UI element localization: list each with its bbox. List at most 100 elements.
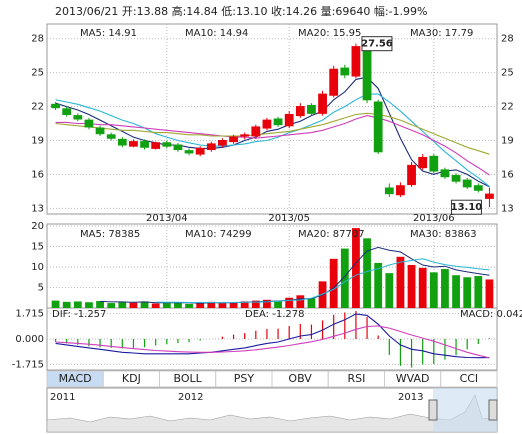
candle-body bbox=[51, 103, 60, 109]
min-label: 13.10 bbox=[451, 202, 483, 213]
ma-legend: MA10: 14.94 bbox=[185, 28, 248, 39]
volume-bar bbox=[174, 302, 182, 308]
candle-body bbox=[162, 142, 172, 147]
volume-bar bbox=[407, 264, 416, 308]
y-tick-label: 20 bbox=[31, 221, 44, 232]
max-label: 27.56 bbox=[361, 39, 393, 50]
candle-body bbox=[418, 156, 428, 169]
tab-label[interactable]: BOLL bbox=[173, 372, 202, 385]
candle-body bbox=[273, 118, 283, 126]
y-tick-label: 16 bbox=[31, 169, 44, 180]
max-label-box bbox=[361, 36, 393, 52]
volume-bar bbox=[474, 276, 483, 308]
y-tick-label: 13 bbox=[31, 203, 44, 214]
candle-body bbox=[73, 115, 83, 120]
y-tick-label: 0.000 bbox=[15, 334, 44, 345]
ma-legend: MA30: 17.79 bbox=[410, 28, 473, 39]
y-tick-label-right: 28 bbox=[501, 34, 514, 45]
ma-line bbox=[55, 76, 490, 188]
candle-body bbox=[151, 142, 161, 149]
candle-body bbox=[62, 108, 72, 115]
volume-bar bbox=[118, 301, 127, 308]
candle-body bbox=[462, 179, 472, 188]
y-tick-label-right: 13 bbox=[501, 203, 514, 214]
x-tick-label: 2013/05 bbox=[268, 213, 310, 224]
volume-bar bbox=[73, 301, 82, 308]
candle-body bbox=[195, 147, 205, 155]
macd-legend: MACD: 0.042 bbox=[460, 309, 522, 320]
volume-legend: MA5: 78385 bbox=[80, 229, 140, 240]
y-tick-label: 22 bbox=[31, 102, 44, 113]
candle-body bbox=[307, 104, 316, 114]
volume-bar bbox=[185, 303, 193, 308]
tab-label[interactable]: WVAD bbox=[396, 372, 430, 385]
y-tick-label: 28 bbox=[31, 34, 44, 45]
indicator-tabs: MACD KDJ BOLL PSY OBV RSI WVAD CCI bbox=[46, 370, 498, 388]
navigator-handle[interactable] bbox=[488, 399, 498, 421]
ma-legend: MA5: 14.91 bbox=[80, 28, 137, 39]
candle-body bbox=[284, 113, 294, 127]
volume-legend: MA30: 83863 bbox=[410, 229, 477, 240]
candle-body bbox=[329, 68, 339, 96]
volume-ma-line bbox=[155, 258, 490, 304]
candle-body bbox=[240, 134, 250, 137]
quote-header: 2013/06/21 开:13.88 高:14.84 低:13.10 收:14.… bbox=[55, 4, 428, 18]
candle-body bbox=[129, 141, 138, 147]
price-panel bbox=[46, 23, 498, 215]
y-tick-label: 10 bbox=[31, 262, 44, 273]
tab-label[interactable]: OBV bbox=[288, 372, 312, 385]
volume-bar bbox=[307, 298, 316, 308]
tab-label[interactable]: PSY bbox=[234, 372, 255, 385]
candle-body bbox=[206, 143, 216, 151]
volume-bar bbox=[140, 301, 149, 308]
volume-bar bbox=[274, 301, 282, 308]
navigator-label: 2012 bbox=[178, 392, 203, 403]
candle-body bbox=[440, 169, 450, 178]
dea-line bbox=[55, 325, 490, 359]
navigator bbox=[46, 387, 498, 433]
tab[interactable] bbox=[440, 370, 498, 388]
dea-legend: DEA: -1.278 bbox=[245, 309, 304, 320]
candle-body bbox=[362, 47, 372, 101]
y-tick-label: 5 bbox=[38, 283, 44, 294]
volume-bar bbox=[129, 302, 138, 308]
volume-legend: MA10: 74299 bbox=[185, 229, 252, 240]
volume-bar bbox=[385, 273, 394, 308]
tab-label[interactable]: MACD bbox=[59, 372, 92, 385]
candle-body bbox=[84, 119, 94, 128]
volume-bar bbox=[207, 301, 216, 308]
min-label-box bbox=[450, 199, 482, 215]
candle-body bbox=[485, 193, 494, 199]
candle-body bbox=[351, 46, 361, 77]
volume-bar bbox=[196, 302, 205, 308]
volume-legend: MA20: 87707 bbox=[298, 229, 365, 240]
candle-body bbox=[396, 185, 405, 196]
navigator-label: 2011 bbox=[50, 392, 75, 403]
candle-body bbox=[429, 155, 439, 172]
candle-body bbox=[407, 164, 416, 186]
volume-bar bbox=[229, 302, 238, 308]
tab-label[interactable]: CCI bbox=[460, 372, 479, 385]
candle-body bbox=[373, 101, 383, 153]
candle-body bbox=[218, 139, 227, 146]
volume-bar bbox=[96, 301, 104, 308]
ma-line bbox=[55, 112, 490, 155]
volume-bar bbox=[485, 279, 494, 308]
volume-bar bbox=[151, 303, 160, 308]
volume-bar bbox=[352, 228, 360, 308]
y-tick-label: 1.715 bbox=[15, 309, 44, 320]
y-tick-label-right: 16 bbox=[501, 169, 514, 180]
ma-line bbox=[55, 115, 490, 176]
tab-label[interactable]: RSI bbox=[347, 372, 365, 385]
x-tick-label: 2013/06 bbox=[413, 213, 455, 224]
navigator-handle[interactable] bbox=[428, 399, 438, 421]
y-tick-label-right: 25 bbox=[501, 68, 514, 79]
volume-bar bbox=[296, 295, 305, 308]
candle-body bbox=[451, 175, 461, 182]
candle-body bbox=[173, 144, 183, 151]
navigator-window[interactable] bbox=[433, 388, 497, 432]
tab-label[interactable]: KDJ bbox=[122, 372, 141, 385]
y-tick-label: -1.715 bbox=[12, 359, 44, 370]
volume-bar bbox=[418, 267, 427, 308]
